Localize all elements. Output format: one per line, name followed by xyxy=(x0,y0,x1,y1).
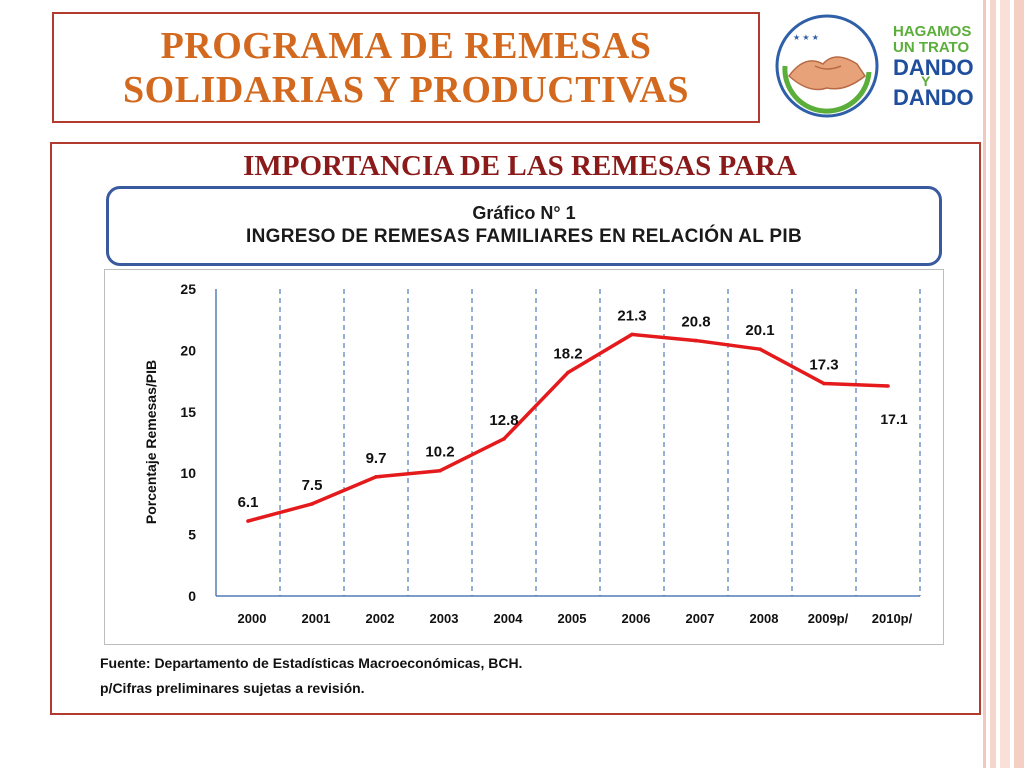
slide-title-line-1: PROGRAMA DE REMESAS xyxy=(160,24,652,67)
y-tick-label: 5 xyxy=(188,527,196,543)
x-tick-label: 2010p/ xyxy=(872,611,913,626)
data-label: 21.3 xyxy=(617,307,646,324)
footnote-preliminary: p/Cifras preliminares sujetas a revisión… xyxy=(100,680,365,696)
x-tick-label: 2002 xyxy=(366,611,395,626)
y-tick-label: 15 xyxy=(180,404,196,420)
svg-text:★ ★ ★: ★ ★ ★ xyxy=(793,33,819,42)
data-label: 18.2 xyxy=(553,346,582,363)
x-tick-label: 2003 xyxy=(430,611,459,626)
x-tick-label: 2008 xyxy=(750,611,779,626)
data-label: 20.8 xyxy=(681,314,710,331)
handshake-emblem-icon: ★ ★ ★ xyxy=(775,14,879,118)
data-label: 7.5 xyxy=(302,477,323,494)
logo-line-1: HAGAMOS xyxy=(893,23,972,40)
data-point xyxy=(502,437,506,441)
data-point xyxy=(566,370,570,375)
chart-subtitle: INGRESO DE REMESAS FAMILIARES EN RELACIÓ… xyxy=(246,226,802,247)
data-point xyxy=(758,347,762,351)
data-point xyxy=(822,381,826,386)
data-point xyxy=(886,384,890,388)
x-tick-label: 2005 xyxy=(558,611,587,626)
x-tick-label: 2006 xyxy=(622,611,651,626)
y-tick-label: 20 xyxy=(180,342,196,358)
data-label: 12.8 xyxy=(489,412,518,429)
logo-line-3: DANDO xyxy=(893,55,974,80)
data-label: 17.3 xyxy=(809,357,838,374)
chart-frame xyxy=(104,269,944,645)
slide-title-line-2: SOLIDARIAS Y PRODUCTIVAS xyxy=(123,68,689,111)
x-tick-label: 2000 xyxy=(238,611,267,626)
data-label: 10.2 xyxy=(425,444,454,461)
data-point xyxy=(374,475,378,479)
footnote-source: Fuente: Departamento de Estadísticas Mac… xyxy=(100,655,523,671)
x-tick-label: 2007 xyxy=(686,611,715,626)
data-label-background xyxy=(872,408,918,433)
data-label: 9.7 xyxy=(366,450,387,467)
y-axis-label: Porcentaje Remesas/PIB xyxy=(143,360,159,524)
x-tick-label: 2001 xyxy=(302,611,331,626)
data-point xyxy=(246,519,250,523)
decorative-side-stripes xyxy=(974,0,1024,768)
hagamos-un-trato-logo: ★ ★ ★ HAGAMOS UN TRATO DANDO Y DANDO xyxy=(775,6,985,126)
chart-title: Gráfico N° 1 xyxy=(472,203,576,223)
data-label: 17.1 xyxy=(880,411,907,427)
chart-title-box: Gráfico N° 1 INGRESO DE REMESAS FAMILIAR… xyxy=(106,186,942,266)
logo-line-2: UN TRATO xyxy=(893,39,970,56)
x-tick-label: 2004 xyxy=(494,611,524,626)
data-point xyxy=(694,338,698,343)
y-tick-label: 25 xyxy=(180,281,196,297)
slide-subtitle: IMPORTANCIA DE LAS REMESAS PARA xyxy=(243,150,797,182)
data-label: 6.1 xyxy=(238,494,259,511)
logo-line-4: DANDO xyxy=(893,85,974,110)
data-point xyxy=(630,332,634,337)
data-label: 20.1 xyxy=(745,322,774,339)
y-tick-label: 0 xyxy=(188,588,196,604)
y-tick-label: 10 xyxy=(180,465,196,481)
x-tick-label: 2009p/ xyxy=(808,611,849,626)
slide-title-box: PROGRAMA DE REMESAS SOLIDARIAS Y PRODUCT… xyxy=(52,12,760,123)
data-point xyxy=(438,468,442,473)
logo-connector: Y xyxy=(921,73,931,89)
data-point xyxy=(310,502,314,506)
